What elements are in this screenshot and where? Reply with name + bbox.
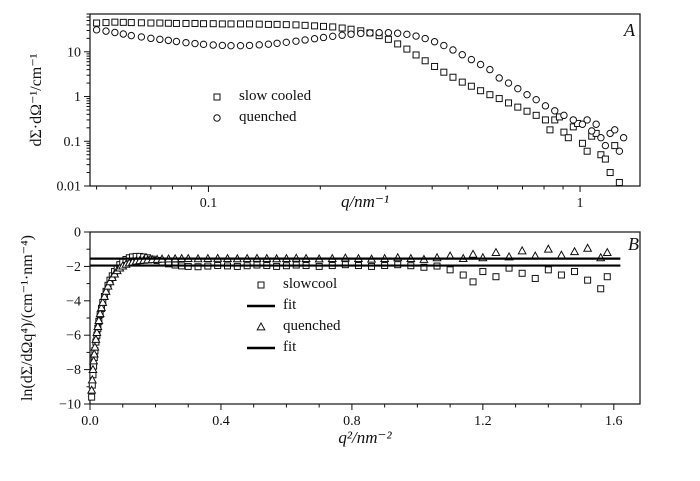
legend-item-slow-cooled: slow cooled [202, 86, 311, 107]
svg-text:1.2: 1.2 [474, 414, 492, 429]
legend-triangle-icon [256, 321, 266, 330]
svg-text:0.1: 0.1 [64, 135, 82, 150]
series-quenched [92, 26, 628, 155]
svg-text:10: 10 [67, 45, 81, 60]
legend-square-icon [257, 281, 265, 288]
panel-b-legend: slowcool fit quenched fit [246, 274, 340, 358]
axis-ticks [84, 13, 581, 192]
legend-item-fit: fit [246, 337, 340, 358]
tick-labels: 0.0 0.4 0.8 1.2 1.6 0 −2 −4 −6 −8 −10 [59, 226, 622, 430]
svg-text:1.6: 1.6 [605, 414, 623, 429]
legend-label: slow cooled [239, 88, 312, 104]
svg-text:1: 1 [74, 90, 81, 105]
panel-b-plot: 0.0 0.4 0.8 1.2 1.6 0 −2 −4 −6 −8 −10 [59, 226, 641, 430]
svg-text:0.0: 0.0 [81, 414, 99, 429]
svg-text:0.4: 0.4 [212, 414, 230, 429]
svg-text:−6: −6 [66, 329, 81, 344]
legend-item-fit: fit [246, 295, 340, 316]
legend-label: fit [283, 339, 297, 355]
panel-a-plot: 0.1 1 0.01 0.1 1 10 [57, 13, 641, 211]
legend-label: quenched [239, 109, 297, 125]
svg-text:−2: −2 [66, 260, 81, 275]
plot-frame [89, 13, 641, 187]
panel-a-legend: slow cooled quenched [202, 86, 311, 128]
legend-line-icon [247, 304, 275, 307]
panel-a-x-axis-label: q/nm⁻¹ [340, 192, 390, 211]
svg-text:1: 1 [577, 196, 584, 211]
svg-text:0.8: 0.8 [343, 414, 361, 429]
axis-ticks [84, 231, 615, 410]
legend-circle-icon [213, 113, 221, 122]
legend-item-slowcool: slowcool [246, 274, 340, 295]
legend-square-icon [213, 93, 221, 100]
panel-b-x-axis-label: q²/nm⁻² [338, 428, 392, 447]
tick-labels: 0.1 1 0.01 0.1 1 10 [57, 45, 584, 211]
legend-item-quenched: quenched [246, 316, 340, 337]
panel-a-letter: A [624, 20, 635, 40]
series-slowcool [88, 252, 611, 401]
legend-item-quenched: quenched [202, 107, 311, 128]
legend-label: slowcool [283, 276, 338, 292]
legend-label: quenched [283, 318, 341, 334]
legend-label: fit [283, 297, 297, 313]
svg-text:0.01: 0.01 [57, 180, 82, 195]
panel-b-letter: B [628, 234, 639, 254]
svg-text:−10: −10 [59, 398, 81, 413]
series-slow-cooled [93, 18, 623, 186]
svg-text:−4: −4 [66, 294, 81, 309]
svg-text:−8: −8 [66, 363, 81, 378]
panel-b-y-axis-label: ln(dΣ/dΩq⁴)/(cm⁻¹·nm⁻⁴) [19, 235, 36, 402]
svg-text:0: 0 [74, 226, 81, 241]
legend-line-icon [247, 346, 275, 349]
svg-text:0.1: 0.1 [200, 196, 218, 211]
